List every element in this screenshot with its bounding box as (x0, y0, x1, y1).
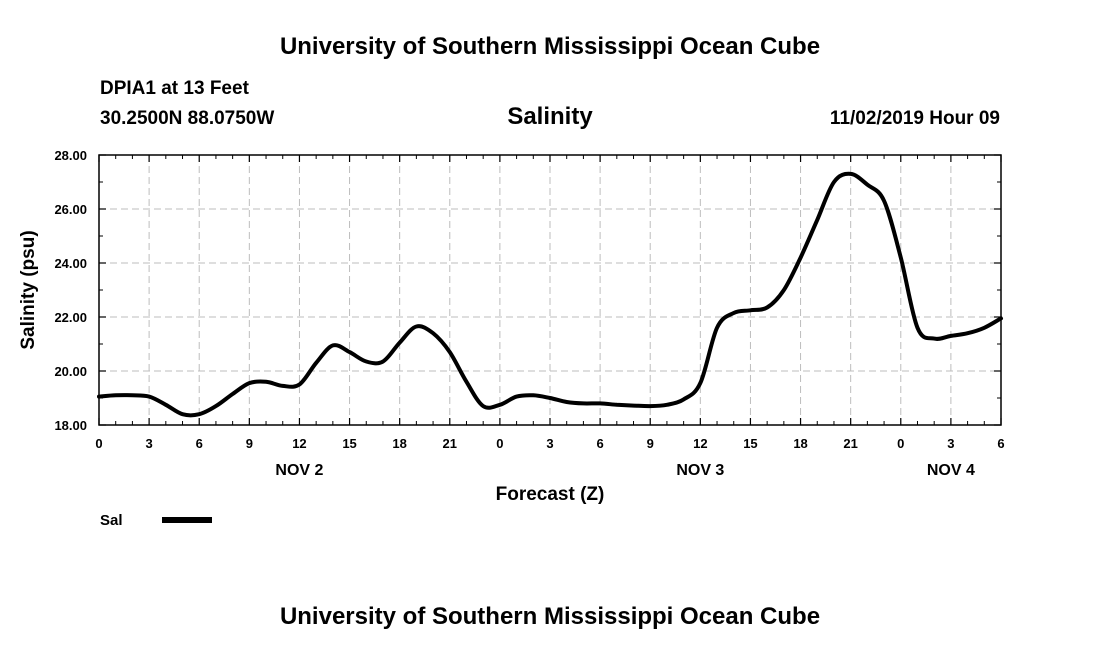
bottom-title: University of Southern Mississippi Ocean… (280, 603, 820, 630)
top-title: University of Southern Mississippi Ocean… (280, 33, 820, 60)
x-tick-label: 3 (546, 436, 553, 451)
date-label: NOV 4 (927, 462, 975, 479)
x-tick-label: 9 (246, 436, 253, 451)
legend-label: Sal (100, 512, 123, 529)
x-tick-label: 3 (947, 436, 954, 451)
y-axis-label: Salinity (psu) (18, 230, 39, 349)
timestamp-label: 11/02/2019 Hour 09 (830, 108, 1000, 129)
y-tick-label: 28.00 (54, 148, 87, 163)
series-line-sal (97, 171, 1003, 418)
x-tick-label: 0 (897, 436, 904, 451)
station-label: DPIA1 at 13 Feet (100, 78, 250, 99)
date-labels: NOV 2 NOV 3 NOV 4 (275, 462, 975, 479)
x-tick-label: 15 (342, 436, 356, 451)
grid-lines (99, 155, 1001, 425)
date-label: NOV 3 (676, 462, 724, 479)
x-tick-label: 0 (496, 436, 503, 451)
x-tick-label: 21 (843, 436, 857, 451)
y-tick-label: 26.00 (54, 202, 87, 217)
x-tick-label: 3 (145, 436, 152, 451)
x-tick-label: 9 (647, 436, 654, 451)
date-label: NOV 2 (275, 462, 323, 479)
chart-title: Salinity (507, 103, 593, 130)
x-tick-label: 15 (743, 436, 757, 451)
y-tick-label: 22.00 (54, 310, 87, 325)
x-tick-label: 6 (997, 436, 1004, 451)
coords-label: 30.2500N 88.0750W (100, 108, 274, 129)
x-tick-label: 0 (95, 436, 102, 451)
x-tick-labels: 0 3 6 9 12 15 18 21 0 3 6 9 12 15 18 21 0 3 6 (95, 436, 1004, 451)
y-tick-label: 18.00 (54, 418, 87, 433)
y-tick-label: 20.00 (54, 364, 87, 379)
x-tick-label: 18 (392, 436, 406, 451)
x-tick-label: 6 (596, 436, 603, 451)
axis-ticks (98, 154, 1002, 426)
x-tick-label: 21 (443, 436, 457, 451)
y-tick-labels: 18.00 20.00 22.00 24.00 26.00 28.00 (54, 148, 87, 433)
x-axis-label: Forecast (Z) (496, 484, 605, 505)
y-tick-label: 24.00 (54, 256, 87, 271)
x-tick-label: 12 (292, 436, 306, 451)
x-tick-label: 12 (693, 436, 707, 451)
x-tick-label: 18 (793, 436, 807, 451)
x-tick-label: 6 (196, 436, 203, 451)
